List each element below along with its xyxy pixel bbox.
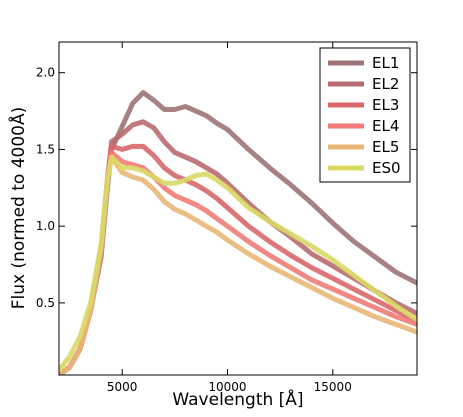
x-tick-label: 15000 bbox=[314, 380, 352, 394]
x-axis-label: Wavelength [Å] bbox=[172, 388, 303, 410]
y-axis-label: Flux (normed to 4000Å) bbox=[7, 107, 29, 309]
y-tick-label: 0.5 bbox=[36, 296, 55, 310]
legend-label-el5: EL5 bbox=[372, 138, 399, 156]
series-layer bbox=[59, 90, 417, 375]
legend-box bbox=[319, 47, 411, 183]
y-tick-label: 1.0 bbox=[36, 219, 55, 233]
legend-label-el2: EL2 bbox=[372, 75, 399, 93]
legend-label-el3: EL3 bbox=[372, 96, 399, 114]
legend-label-es0: ES0 bbox=[372, 159, 401, 177]
series-line-es0 bbox=[59, 154, 417, 373]
legend-label-el4: EL4 bbox=[372, 117, 399, 135]
y-tick-label: 2.0 bbox=[36, 66, 55, 80]
legend: EL1 EL2 EL3 EL4 EL5 ES0 bbox=[319, 47, 411, 183]
x-tick-label: 5000 bbox=[107, 380, 138, 394]
x-tick-label: 10000 bbox=[208, 380, 246, 394]
plot-frame bbox=[58, 41, 418, 376]
ticks-layer: 5000 10000 15000 0.5 1.0 1.5 2.0 bbox=[36, 42, 417, 394]
y-tick-label: 1.5 bbox=[36, 142, 55, 156]
legend-label-el1: EL1 bbox=[372, 54, 399, 72]
